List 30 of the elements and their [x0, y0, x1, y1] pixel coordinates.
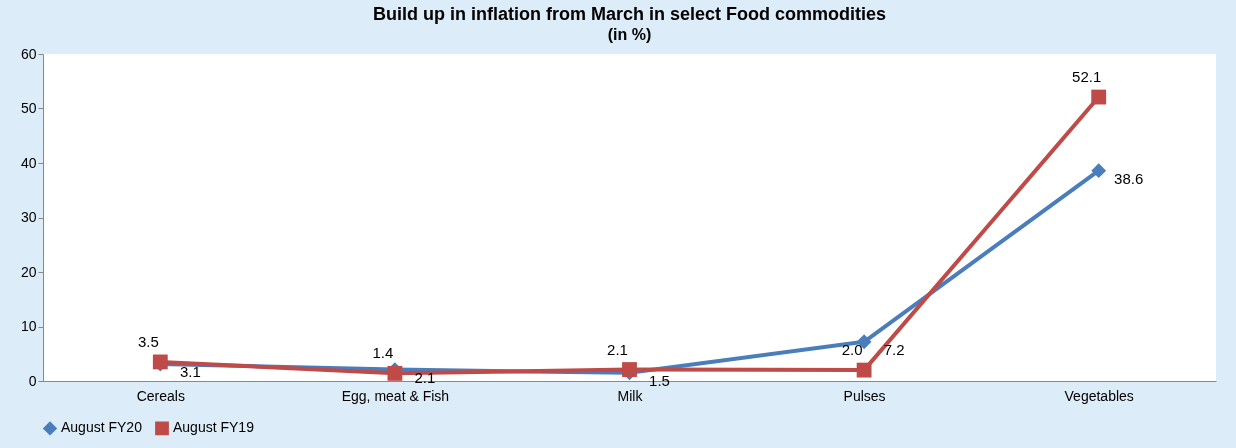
x-tick-label: Cereals — [136, 387, 185, 404]
data-label: 1.5 — [649, 371, 670, 389]
point — [387, 365, 403, 381]
point — [1091, 163, 1107, 179]
x-tick-label: Egg, meat & Fish — [341, 387, 450, 404]
data-label: 52.1 — [1072, 68, 1102, 86]
data-label: 7.2 — [883, 340, 905, 358]
point — [856, 362, 872, 378]
legend-label: August FY20 — [61, 419, 143, 436]
y-tick-label: 50 — [20, 100, 37, 116]
data-label: 3.1 — [179, 363, 201, 381]
x-tick-label: Vegetables — [1064, 387, 1134, 404]
y-tick-label: 20 — [20, 263, 37, 280]
data-label: 38.6 — [1114, 169, 1144, 187]
y-tick-label: 30 — [20, 209, 37, 225]
x-tick-label: Pulses — [843, 387, 886, 404]
point — [622, 362, 637, 377]
legend-label: August FY19 — [173, 419, 255, 436]
y-tick-label: 10 — [20, 318, 37, 334]
y-tick-label: 0 — [28, 372, 37, 389]
data-label: 2.1 — [607, 340, 628, 358]
point — [1091, 89, 1107, 105]
data-label: 1.4 — [372, 344, 394, 362]
data-label: 3.5 — [137, 332, 159, 350]
data-label: 2.0 — [841, 341, 863, 359]
x-tick-label: Milk — [617, 387, 644, 404]
chart-subtitle: (in %) — [607, 26, 652, 43]
y-tick-label: 40 — [20, 154, 37, 171]
y-tick-label: 60 — [20, 45, 37, 62]
chart-title: Build up in inflation from March in select Food commodities — [372, 4, 887, 24]
